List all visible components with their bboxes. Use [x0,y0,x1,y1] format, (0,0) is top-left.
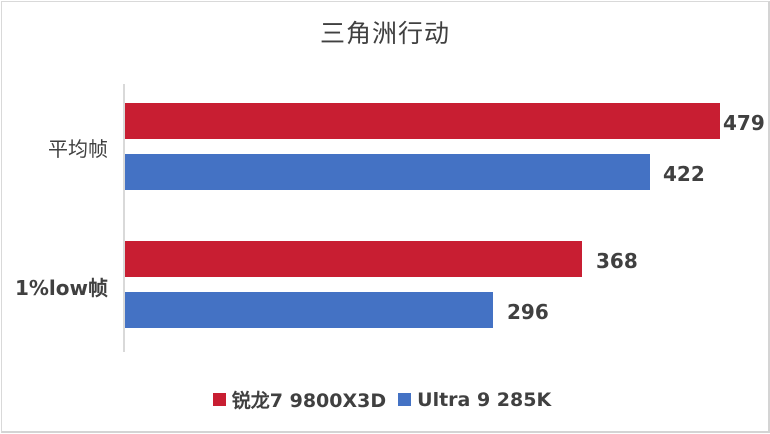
legend: 锐龙7 9800X3D Ultra 9 285K [0,386,770,413]
bar-285k-avg [125,154,650,190]
data-label: 479 [723,111,765,135]
legend-swatch-red [212,393,226,406]
data-label: 422 [663,162,705,186]
legend-label: Ultra 9 285K [417,388,552,411]
category-label-avg-fps: 平均帧 [48,137,108,161]
bar-9800x3d-low [125,241,582,277]
legend-item-9800x3d: 锐龙7 9800X3D [212,386,387,413]
bar-285k-low [125,292,493,328]
category-axis [123,84,125,352]
bar-9800x3d-avg [125,103,720,139]
legend-label: 锐龙7 9800X3D [231,390,387,412]
legend-swatch-blue [398,393,412,406]
data-label: 368 [596,249,638,273]
category-label-1-low: 1%low帧 [14,276,108,300]
data-label: 296 [507,300,549,324]
chart-title: 三角洲行动 [319,19,450,48]
legend-item-285k: Ultra 9 285K [398,389,551,411]
